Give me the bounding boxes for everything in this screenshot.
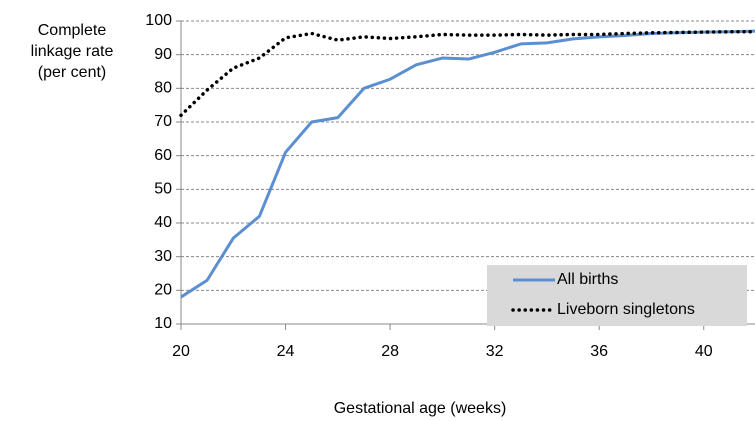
y-tick-label: 30 (154, 248, 172, 265)
y-axis-label: linkage rate (31, 43, 114, 60)
y-tick-label: 90 (154, 46, 172, 63)
y-tick-label: 20 (154, 282, 172, 299)
x-tick-label: 40 (695, 343, 713, 360)
legend-box (487, 265, 747, 326)
y-tick-label: 70 (154, 113, 172, 130)
x-tick-label: 24 (277, 343, 295, 360)
legend-label: All births (557, 271, 618, 288)
x-tick-label: 36 (590, 343, 608, 360)
y-tick-label: 10 (154, 315, 172, 332)
y-tick-label: 60 (154, 147, 172, 164)
y-axis-label: Complete (38, 22, 107, 39)
legend-label: Liveborn singletons (557, 301, 695, 318)
y-tick-label: 80 (154, 80, 172, 97)
y-tick-label: 100 (145, 12, 172, 29)
series-line (179, 30, 755, 118)
y-tick-label: 50 (154, 181, 172, 198)
x-tick-label: 20 (172, 343, 190, 360)
x-tick-label: 32 (486, 343, 504, 360)
series-line (180, 29, 755, 299)
x-axis-label: Gestational age (weeks) (334, 400, 507, 417)
y-tick-label: 40 (154, 214, 172, 231)
y-axis-label: (per cent) (38, 64, 106, 81)
x-tick-label: 28 (381, 343, 399, 360)
